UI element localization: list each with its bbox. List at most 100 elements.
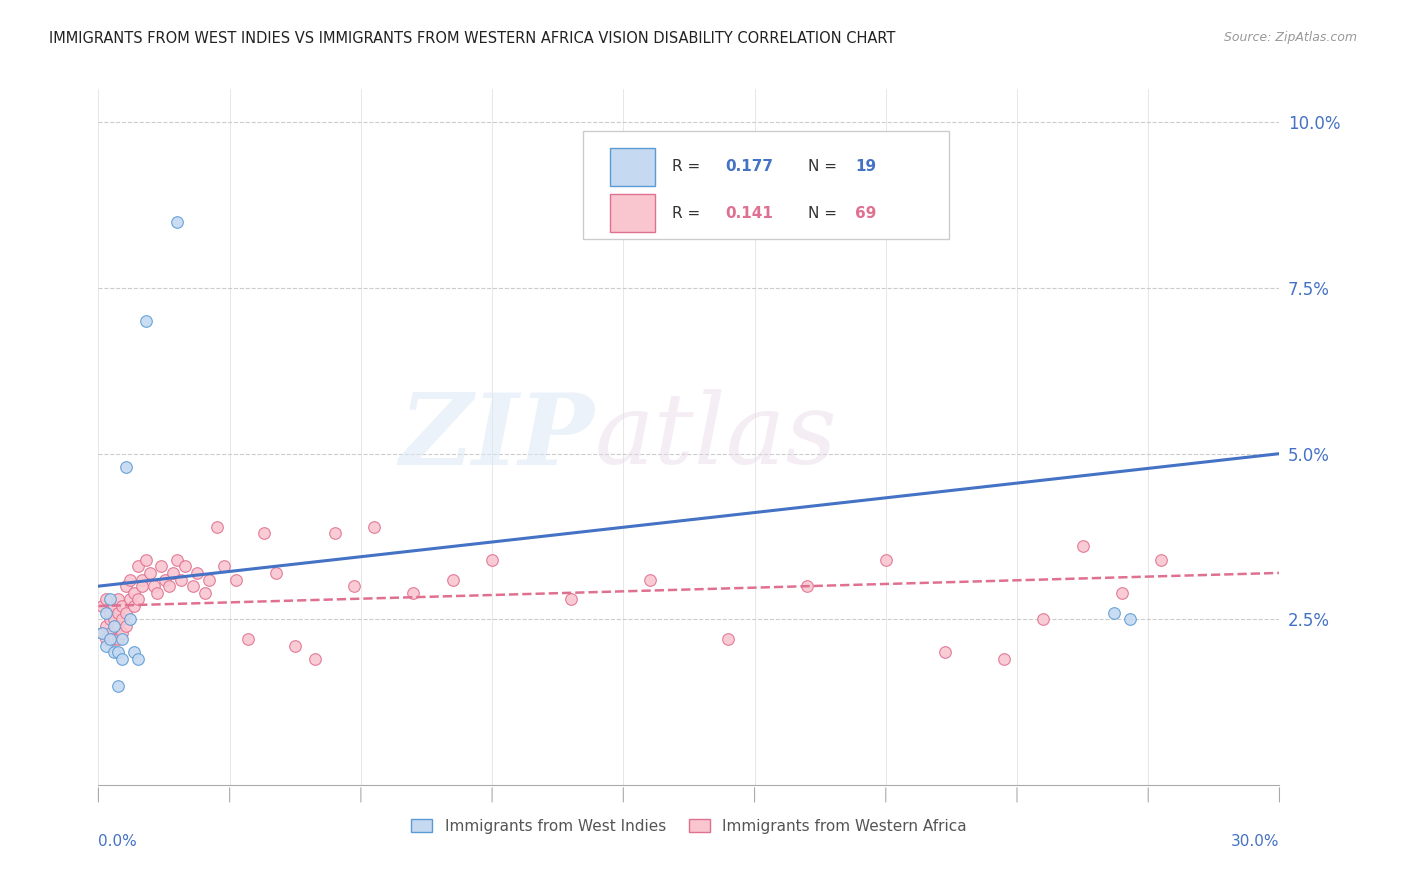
Point <box>1071 540 1094 554</box>
Text: 0.0%: 0.0% <box>98 834 138 848</box>
Point <box>127 592 149 607</box>
Point <box>284 639 307 653</box>
Text: N =: N = <box>808 206 842 220</box>
Point <box>155 573 177 587</box>
Point <box>107 679 129 693</box>
Point <box>214 559 236 574</box>
Point <box>875 552 897 566</box>
Point <box>127 559 149 574</box>
Point <box>103 632 125 647</box>
Point <box>264 566 287 580</box>
Point <box>103 612 125 626</box>
Point <box>1102 606 1125 620</box>
Point <box>122 645 145 659</box>
Point <box>98 632 121 647</box>
Text: N =: N = <box>808 159 842 174</box>
Point <box>236 632 259 647</box>
Point <box>98 612 121 626</box>
Y-axis label: Vision Disability: Vision Disability <box>0 376 7 498</box>
Point <box>91 625 114 640</box>
Point <box>304 652 326 666</box>
Point <box>111 625 134 640</box>
Point <box>107 619 129 633</box>
Text: R =: R = <box>672 159 706 174</box>
Point <box>481 552 503 566</box>
Point <box>166 215 188 229</box>
Point <box>122 586 145 600</box>
Point <box>96 639 118 653</box>
Point <box>98 592 121 607</box>
Point <box>1119 612 1142 626</box>
Point <box>146 586 169 600</box>
Point <box>225 573 247 587</box>
Point <box>1150 552 1173 566</box>
Point <box>103 599 125 613</box>
Point <box>1111 586 1133 600</box>
Point <box>115 459 138 474</box>
Point <box>91 599 114 613</box>
Point <box>796 579 818 593</box>
Point <box>118 592 141 607</box>
Point <box>170 573 193 587</box>
Point <box>107 645 129 659</box>
Point <box>127 652 149 666</box>
Legend: Immigrants from West Indies, Immigrants from Western Africa: Immigrants from West Indies, Immigrants … <box>405 813 973 840</box>
Point <box>118 612 141 626</box>
Text: 0.177: 0.177 <box>725 159 773 174</box>
Point <box>181 579 204 593</box>
Point <box>402 586 425 600</box>
Point <box>638 573 661 587</box>
Point <box>131 579 153 593</box>
Point <box>197 573 219 587</box>
Point <box>934 645 956 659</box>
Point <box>157 579 180 593</box>
Text: 30.0%: 30.0% <box>1232 834 1279 848</box>
Point <box>122 599 145 613</box>
Point <box>107 632 129 647</box>
Point <box>103 645 125 659</box>
Point <box>150 559 173 574</box>
Point <box>205 519 228 533</box>
FancyBboxPatch shape <box>610 194 655 232</box>
Point <box>186 566 208 580</box>
Point <box>115 619 138 633</box>
Point <box>135 314 157 328</box>
Point <box>118 573 141 587</box>
Text: IMMIGRANTS FROM WEST INDIES VS IMMIGRANTS FROM WESTERN AFRICA VISION DISABILITY : IMMIGRANTS FROM WEST INDIES VS IMMIGRANT… <box>49 31 896 46</box>
Point <box>115 606 138 620</box>
Point <box>717 632 740 647</box>
Point <box>135 552 157 566</box>
Text: ZIP: ZIP <box>399 389 595 485</box>
Point <box>441 573 464 587</box>
Point <box>115 579 138 593</box>
Point <box>103 619 125 633</box>
FancyBboxPatch shape <box>610 147 655 186</box>
Text: 0.141: 0.141 <box>725 206 773 220</box>
Point <box>96 619 118 633</box>
Point <box>162 566 184 580</box>
Point <box>98 606 121 620</box>
Point <box>253 526 276 541</box>
Point <box>96 606 118 620</box>
Point <box>111 632 134 647</box>
Point <box>166 552 188 566</box>
Point <box>560 592 582 607</box>
Point <box>323 526 346 541</box>
Point <box>363 519 385 533</box>
Point <box>131 573 153 587</box>
Point <box>107 606 129 620</box>
Point <box>194 586 217 600</box>
Text: R =: R = <box>672 206 706 220</box>
Point <box>96 592 118 607</box>
Point <box>142 579 165 593</box>
FancyBboxPatch shape <box>582 131 949 239</box>
Point <box>993 652 1015 666</box>
Point <box>111 652 134 666</box>
Point <box>138 566 160 580</box>
Point <box>96 632 118 647</box>
Text: atlas: atlas <box>595 390 837 484</box>
Point <box>107 592 129 607</box>
Text: 19: 19 <box>855 159 876 174</box>
Point <box>111 612 134 626</box>
Point <box>174 559 197 574</box>
